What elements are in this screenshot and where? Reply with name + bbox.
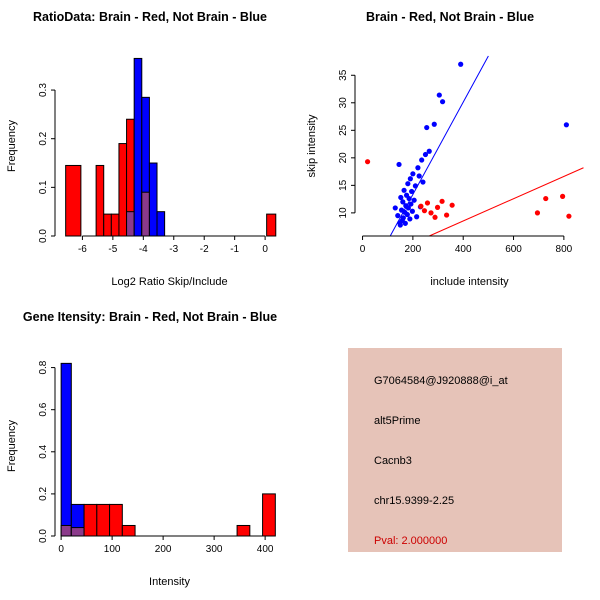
svg-text:200: 200 xyxy=(155,544,172,555)
ratio-hist-title: RatioData: Brain - Red, Not Brain - Blue xyxy=(32,10,268,24)
gene-intensity-histogram-plot: 0 100 200 300 400 0.0 0.2 0.4 0.6 0.8 xyxy=(38,360,276,555)
svg-text:-6: -6 xyxy=(78,244,87,255)
svg-text:-3: -3 xyxy=(169,244,178,255)
gene-name: Cacnb3 xyxy=(374,455,412,467)
panel-ratio-histogram: RatioData: Brain - Red, Not Brain - Blue… xyxy=(0,0,300,300)
genomic-region: chr15.9399-2.25 xyxy=(374,495,455,507)
svg-text:0.2: 0.2 xyxy=(38,487,49,501)
svg-text:100: 100 xyxy=(104,544,121,555)
svg-text:0: 0 xyxy=(58,544,64,555)
svg-text:600: 600 xyxy=(505,244,522,255)
svg-text:-2: -2 xyxy=(200,244,209,255)
ratio-histogram-plot: -6 -5 -4 -3 -2 -1 0 0.0 0.1 0.2 0.3 xyxy=(38,57,277,255)
svg-text:0.4: 0.4 xyxy=(38,444,49,458)
svg-text:400: 400 xyxy=(455,244,472,255)
panel-intensity-scatter: Brain - Red, Not Brain - Blue 0 200 400 600… xyxy=(300,0,600,300)
svg-text:0.3: 0.3 xyxy=(38,83,49,97)
scatter-xlabel: include intensity xyxy=(430,276,509,288)
svg-text:-1: -1 xyxy=(230,244,239,255)
pval-text: Pval: 2.000000 xyxy=(374,535,448,547)
event-type: alt5Prime xyxy=(374,415,421,427)
probe-id: G7064584@J920888@i_at xyxy=(374,375,508,387)
scatter-ylabel: skip intensity xyxy=(306,114,318,178)
info-box: G7064584@J920888@i_at alt5Prime Cacnb3 c… xyxy=(348,348,562,552)
svg-text:35: 35 xyxy=(338,69,349,81)
svg-text:0.0: 0.0 xyxy=(38,229,49,243)
svg-text:0.2: 0.2 xyxy=(38,131,49,145)
gene-hist-xlabel: Intensity xyxy=(149,576,190,588)
svg-text:10: 10 xyxy=(338,207,349,219)
intensity-scatter-plot: 0 200 400 600 800 10 15 20 25 30 35 xyxy=(338,55,584,255)
svg-text:0.6: 0.6 xyxy=(38,402,49,416)
svg-text:400: 400 xyxy=(257,544,274,555)
svg-text:0.0: 0.0 xyxy=(38,529,49,543)
svg-text:20: 20 xyxy=(338,152,349,164)
svg-text:-4: -4 xyxy=(139,244,148,255)
svg-text:800: 800 xyxy=(556,244,573,255)
svg-text:300: 300 xyxy=(206,544,223,555)
svg-text:0: 0 xyxy=(360,244,366,255)
svg-text:-5: -5 xyxy=(108,244,117,255)
panel-event-info: G7064584@J920888@i_at alt5Prime Cacnb3 c… xyxy=(300,300,600,600)
panel-gene-intensity-histogram: Gene Itensity: Brain - Red, Not Brain - … xyxy=(0,300,300,600)
svg-text:200: 200 xyxy=(405,244,422,255)
gene-hist-ylabel: Frequency xyxy=(6,420,18,472)
svg-text:30: 30 xyxy=(338,97,349,109)
svg-text:15: 15 xyxy=(338,179,349,191)
gene-hist-title: Gene Itensity: Brain - Red, Not Brain - … xyxy=(22,310,278,324)
svg-text:0: 0 xyxy=(262,244,268,255)
ratio-hist-xlabel: Log2 Ratio Skip/Include xyxy=(111,276,228,288)
ratio-hist-ylabel: Frequency xyxy=(6,120,18,172)
svg-text:0.1: 0.1 xyxy=(38,180,49,194)
scatter-title: Brain - Red, Not Brain - Blue xyxy=(365,10,535,24)
svg-text:0.8: 0.8 xyxy=(38,360,49,374)
svg-text:25: 25 xyxy=(338,124,349,136)
